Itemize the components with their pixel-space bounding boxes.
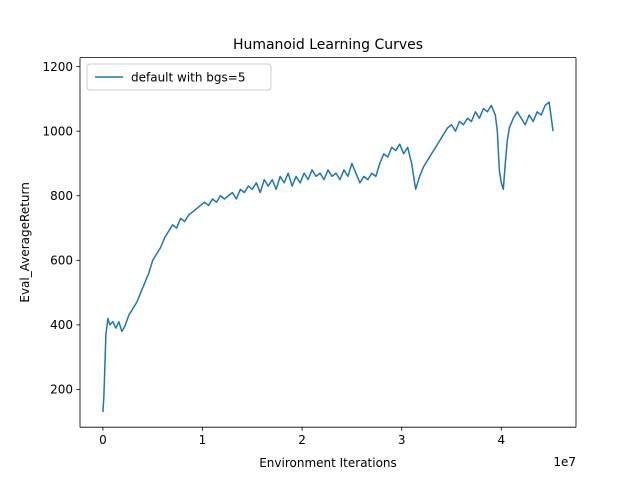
x-tick-label: 1	[199, 433, 207, 447]
x-tick-label: 3	[398, 433, 406, 447]
y-tick-label: 200	[50, 383, 73, 397]
axes-spines	[79, 57, 577, 428]
series-layer	[102, 101, 554, 413]
y-tick-label: 400	[50, 318, 73, 332]
y-axis-ticks: 200 400 600 800 1000 1200	[42, 60, 80, 397]
x-tick-label: 2	[298, 433, 306, 447]
legend-box	[86, 63, 272, 91]
legend: default with bgs=5	[86, 63, 272, 91]
x-axis-ticks: 0 1 2 3 4	[99, 427, 505, 447]
y-axis-label: Eval_AverageReturn	[18, 182, 32, 302]
y-tick-label: 1000	[42, 124, 73, 138]
x-axis-label: Environment Iterations	[259, 456, 397, 470]
series-line	[102, 101, 554, 413]
x-tick-label: 0	[99, 433, 107, 447]
x-tick-label: 4	[497, 433, 505, 447]
y-tick-label: 600	[50, 254, 73, 268]
x-offset-label: 1e7	[553, 455, 576, 469]
y-tick-label: 1200	[42, 60, 73, 74]
chart-title: Humanoid Learning Curves	[233, 37, 423, 53]
y-tick-label: 800	[50, 189, 73, 203]
plot-area	[80, 57, 576, 428]
legend-label: default with bgs=5	[131, 71, 246, 85]
